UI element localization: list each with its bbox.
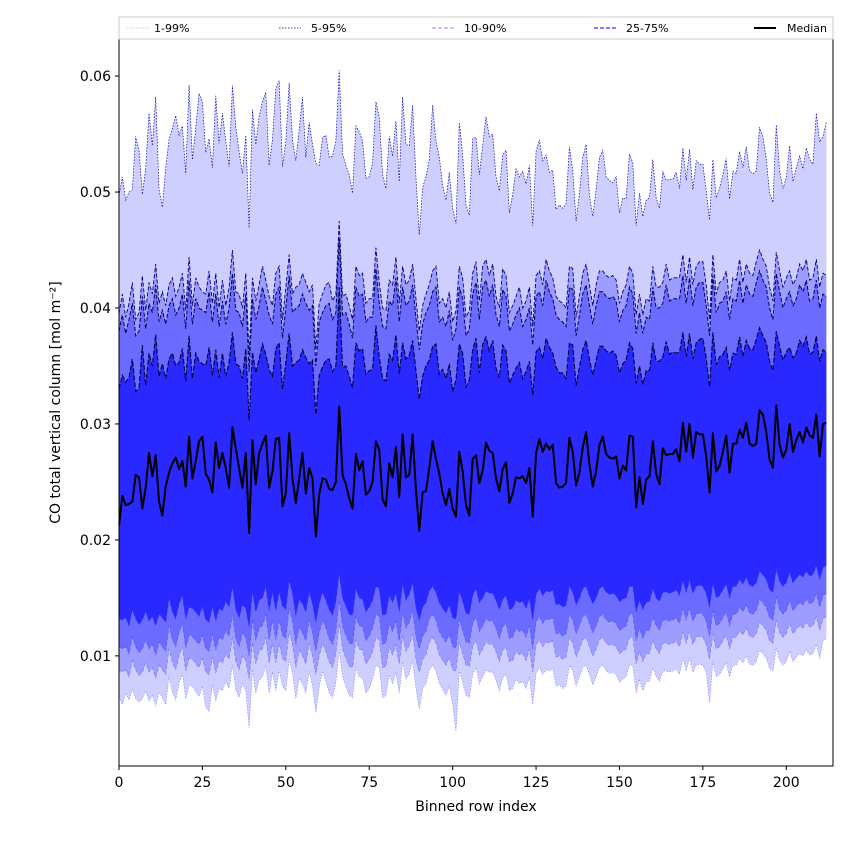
x-axis-title: Binned row index bbox=[415, 799, 536, 815]
line-5pct bbox=[119, 615, 827, 680]
x-tick-label: 125 bbox=[523, 775, 550, 791]
band-25-75 bbox=[119, 287, 827, 627]
y-tick-label: 0.03 bbox=[80, 417, 111, 433]
line-99pct bbox=[119, 70, 827, 235]
x-tick-label: 100 bbox=[439, 775, 466, 791]
legend-label: 5-95% bbox=[311, 22, 346, 35]
legend: 1-99% 5-95% 10-90% 25-75% Median bbox=[118, 16, 834, 40]
y-tick-label: 0.01 bbox=[80, 649, 111, 665]
x-tick-label: 150 bbox=[606, 775, 633, 791]
legend-label: 1-99% bbox=[154, 22, 189, 35]
percentile-bands bbox=[119, 70, 827, 732]
y-tick-label: 0.06 bbox=[80, 69, 111, 85]
y-axis-ticks: 0.01 0.02 0.03 0.04 0.05 0.06 bbox=[80, 69, 119, 665]
x-tick-label: 25 bbox=[193, 775, 211, 791]
x-axis-ticks: 0 25 50 75 100 125 150 175 200 bbox=[115, 766, 800, 791]
x-tick-label: 200 bbox=[773, 775, 800, 791]
x-tick-label: 50 bbox=[277, 775, 295, 791]
line-10pct bbox=[119, 592, 827, 656]
line-75pct bbox=[119, 287, 827, 421]
line-90pct bbox=[119, 238, 827, 372]
x-tick-label: 0 bbox=[115, 775, 124, 791]
y-tick-label: 0.02 bbox=[80, 533, 111, 549]
x-tick-label: 75 bbox=[360, 775, 378, 791]
median-line bbox=[119, 404, 827, 538]
y-tick-label: 0.05 bbox=[80, 185, 111, 201]
line-95pct bbox=[119, 221, 827, 355]
legend-label: Median bbox=[787, 22, 827, 35]
legend-box bbox=[118, 16, 834, 40]
line-1pct bbox=[119, 638, 827, 732]
line-25pct bbox=[119, 564, 827, 627]
percentile-boundary-lines bbox=[119, 70, 827, 732]
x-tick-label: 175 bbox=[690, 775, 717, 791]
y-tick-label: 0.04 bbox=[80, 301, 111, 317]
legend-label: 25-75% bbox=[626, 22, 668, 35]
median-line-layer bbox=[119, 404, 827, 538]
legend-label: 10-90% bbox=[464, 22, 506, 35]
y-axis-title: CO total vertical column [mol m⁻²] bbox=[48, 281, 64, 523]
